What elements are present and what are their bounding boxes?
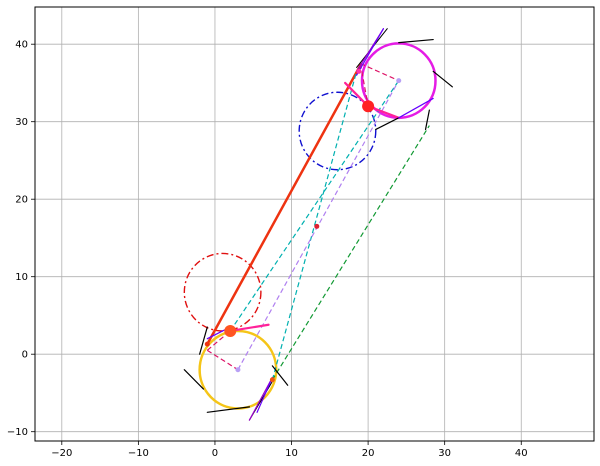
point-mark [362, 100, 375, 113]
segment-mark [432, 70, 453, 88]
point-mark [235, 367, 241, 373]
y-tick-label: 10 [15, 272, 28, 283]
segment-mark [229, 80, 400, 332]
segment-mark [356, 28, 385, 76]
plot-area-frame [34, 6, 595, 442]
segment-mark [271, 125, 430, 381]
segment-mark [271, 365, 289, 386]
x-tick-label: 0 [212, 448, 218, 459]
segment-mark [256, 376, 273, 413]
grid-layer [35, 7, 594, 441]
y-tick-label: 40 [15, 40, 28, 51]
segment-mark [183, 369, 205, 390]
x-tick-label: 40 [515, 448, 528, 459]
point-mark [204, 341, 210, 347]
segment-mark [360, 63, 399, 82]
segment-mark [398, 38, 434, 44]
x-tick-label: 30 [438, 448, 451, 459]
circle-mark [298, 91, 377, 171]
segment-mark [229, 323, 270, 333]
segment-mark [237, 80, 400, 370]
point-mark [224, 324, 237, 337]
y-tick-label: 0 [22, 350, 28, 361]
point-mark [314, 223, 320, 229]
segment-mark [206, 406, 251, 413]
segment-mark [206, 349, 239, 371]
segment-mark [424, 109, 430, 131]
segment-mark [375, 117, 400, 131]
x-tick-label: −20 [51, 448, 72, 459]
segment-mark [398, 97, 434, 119]
segment-mark [271, 71, 358, 380]
x-tick-label: 20 [362, 448, 375, 459]
point-mark [356, 68, 362, 74]
segment-mark [248, 376, 273, 421]
segment-mark [359, 63, 369, 107]
x-tick-label: −10 [128, 448, 149, 459]
y-tick-label: −10 [7, 427, 28, 438]
segment-mark [206, 63, 362, 346]
y-tick-label: 30 [15, 117, 28, 128]
point-mark [269, 377, 275, 383]
point-mark [396, 78, 402, 84]
tick-layer: −20 −10 0 10 20 30 40 −10 0 10 20 30 40 [7, 40, 528, 459]
plot-layer [183, 28, 453, 421]
segment-mark [199, 326, 208, 355]
y-tick-label: 20 [15, 195, 28, 206]
x-tick-label: 10 [285, 448, 298, 459]
